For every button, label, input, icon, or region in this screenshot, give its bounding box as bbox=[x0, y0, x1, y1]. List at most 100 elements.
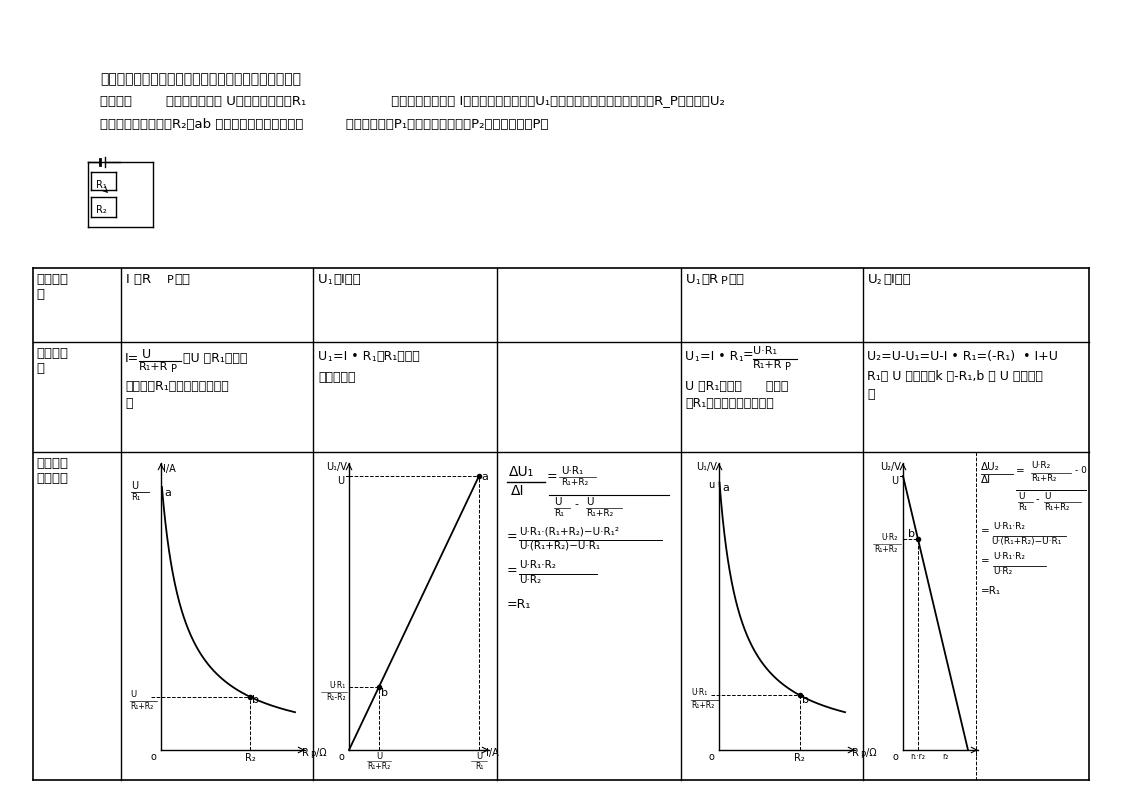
Text: /Ω: /Ω bbox=[316, 748, 327, 758]
Text: /Ω: /Ω bbox=[866, 748, 876, 758]
Text: U·R₁·(R₁+R₂)−U·R₁²: U·R₁·(R₁+R₂)−U·R₁² bbox=[519, 526, 619, 536]
Text: =: = bbox=[507, 564, 517, 577]
Text: U: U bbox=[686, 350, 695, 363]
Text: U·(R₁+R₂)−U·R₁: U·(R₁+R₂)−U·R₁ bbox=[519, 541, 600, 551]
Text: R₁: R₁ bbox=[475, 762, 484, 771]
Text: =I • R: =I • R bbox=[700, 350, 738, 363]
Text: 与R: 与R bbox=[701, 273, 718, 286]
Text: U: U bbox=[318, 350, 328, 363]
Text: a: a bbox=[164, 488, 171, 498]
Text: 数学表达
式: 数学表达 式 bbox=[36, 347, 68, 375]
Text: ₁: ₁ bbox=[327, 276, 331, 286]
Text: U: U bbox=[131, 481, 138, 491]
Text: U: U bbox=[337, 476, 344, 486]
Text: R₁+R₂: R₁+R₂ bbox=[367, 762, 390, 771]
Text: U·R₁: U·R₁ bbox=[561, 466, 583, 476]
Text: ΔU₁: ΔU₁ bbox=[509, 465, 534, 479]
Text: r₁·r₂: r₁·r₂ bbox=[910, 752, 926, 761]
Text: =I • R: =I • R bbox=[333, 350, 371, 363]
Text: I: I bbox=[975, 748, 978, 758]
Text: U: U bbox=[318, 273, 328, 286]
Text: a: a bbox=[481, 472, 488, 482]
Text: ，R₁为定值: ，R₁为定值 bbox=[376, 350, 420, 363]
Text: R₁+R₂: R₁+R₂ bbox=[1043, 503, 1069, 512]
Text: U·R₂: U·R₂ bbox=[882, 533, 898, 542]
Text: R₁+R₂: R₁+R₂ bbox=[561, 478, 588, 487]
Text: R₁+R₂: R₁+R₂ bbox=[130, 702, 154, 711]
Text: R₁: R₁ bbox=[554, 509, 564, 518]
Text: U·R₁·R₂: U·R₁·R₂ bbox=[519, 560, 555, 570]
Text: =: = bbox=[981, 526, 990, 536]
Text: ₁: ₁ bbox=[695, 276, 699, 286]
Text: U: U bbox=[142, 348, 151, 361]
Text: R₁+R: R₁+R bbox=[139, 362, 168, 372]
Text: U₁/V: U₁/V bbox=[696, 462, 717, 472]
Text: R₁: R₁ bbox=[1018, 503, 1028, 512]
Text: ₂: ₂ bbox=[877, 276, 882, 286]
Text: U·(R₁+R₂)−U·R₁: U·(R₁+R₂)−U·R₁ bbox=[991, 537, 1061, 546]
Text: R: R bbox=[852, 748, 858, 758]
Text: I/A: I/A bbox=[163, 464, 176, 474]
Text: 关系: 关系 bbox=[174, 273, 190, 286]
Text: b: b bbox=[801, 695, 809, 705]
Text: U·R₂: U·R₂ bbox=[1031, 461, 1050, 470]
Text: R₁+R₂: R₁+R₂ bbox=[1031, 474, 1056, 483]
Text: I 与R: I 与R bbox=[126, 273, 151, 286]
Text: ，U 和R₁为定值: ，U 和R₁为定值 bbox=[183, 352, 247, 365]
Text: 向左平移R₁个单位的反比例函: 向左平移R₁个单位的反比例函 bbox=[125, 380, 229, 393]
Text: R: R bbox=[302, 748, 309, 758]
Text: =: = bbox=[1017, 466, 1024, 476]
Text: 数: 数 bbox=[125, 397, 132, 410]
Text: R₁: R₁ bbox=[96, 180, 107, 190]
Text: -: - bbox=[574, 499, 578, 509]
Text: U·R₁: U·R₁ bbox=[691, 688, 707, 697]
Text: 电路图：        已知：电源电压 U，定值电阻阻值R₁                    设定：电路中电流 I，定值电阻两端电压U₁，滑动变阻器连入电: 电路图： 已知：电源电压 U，定值电阻阻值R₁ 设定：电路中电流 I，定值电阻两… bbox=[100, 94, 725, 107]
Text: a: a bbox=[721, 483, 729, 492]
Text: =: = bbox=[743, 348, 754, 361]
Text: U: U bbox=[376, 752, 383, 761]
Text: I=: I= bbox=[125, 352, 139, 365]
Text: r₂: r₂ bbox=[941, 752, 948, 761]
Text: U: U bbox=[586, 497, 594, 507]
Text: U₁/V: U₁/V bbox=[327, 462, 347, 472]
Text: ΔU₂: ΔU₂ bbox=[981, 462, 1000, 472]
Text: ₁: ₁ bbox=[371, 353, 376, 363]
Text: R₁+R₂: R₁+R₂ bbox=[875, 546, 898, 554]
Text: 与I关系: 与I关系 bbox=[883, 273, 911, 286]
Text: R₁+R₂: R₁+R₂ bbox=[691, 701, 715, 711]
Text: U: U bbox=[686, 273, 696, 286]
Text: o: o bbox=[338, 752, 344, 762]
Text: 关系: 关系 bbox=[728, 273, 744, 286]
Text: - 0: - 0 bbox=[1075, 466, 1087, 475]
Text: R₁: R₁ bbox=[131, 493, 140, 502]
Text: U·R₁·R₂: U·R₁·R₂ bbox=[993, 522, 1026, 531]
Text: 定值电阻与滑动变阻器串联电路中各物理量变化关系：: 定值电阻与滑动变阻器串联电路中各物理量变化关系： bbox=[100, 72, 301, 86]
Text: U·R₂: U·R₂ bbox=[519, 575, 541, 585]
Text: P: P bbox=[167, 275, 174, 285]
Text: U: U bbox=[130, 690, 136, 699]
Text: R₂: R₂ bbox=[245, 753, 256, 763]
Text: P: P bbox=[721, 276, 728, 286]
Text: U: U bbox=[476, 752, 482, 761]
Text: U₂=U-U₁=U-I • R₁=(-R₁)  • I+U: U₂=U-U₁=U-I • R₁=(-R₁) • I+U bbox=[867, 350, 1058, 363]
Text: o: o bbox=[150, 752, 156, 762]
Text: R₂: R₂ bbox=[794, 753, 804, 763]
Text: =: = bbox=[507, 530, 517, 543]
Text: 数: 数 bbox=[867, 388, 874, 401]
Text: b: b bbox=[908, 529, 916, 539]
Text: R₁和 U 为定值，k 为-R₁,b 为 U 的一次函: R₁和 U 为定值，k 为-R₁,b 为 U 的一次函 bbox=[867, 370, 1042, 383]
Text: P: P bbox=[785, 362, 791, 372]
Text: P: P bbox=[859, 751, 865, 760]
Text: 移R₁个单位的反比例函数: 移R₁个单位的反比例函数 bbox=[686, 397, 774, 410]
Text: 图像及特
殊点坐标: 图像及特 殊点坐标 bbox=[36, 457, 68, 485]
Text: U: U bbox=[891, 476, 898, 486]
Text: U·R₁·R₂: U·R₁·R₂ bbox=[993, 552, 1026, 561]
Text: b: b bbox=[252, 695, 259, 705]
Text: R₁+R₂: R₁+R₂ bbox=[586, 509, 614, 518]
Text: =: = bbox=[981, 556, 990, 566]
Text: U 和R₁为定值      向左平: U 和R₁为定值 向左平 bbox=[686, 380, 789, 393]
Text: R₂: R₂ bbox=[96, 205, 107, 215]
Text: ΔI: ΔI bbox=[511, 484, 524, 498]
Text: ₁: ₁ bbox=[327, 353, 331, 363]
Text: ₁: ₁ bbox=[695, 353, 699, 363]
